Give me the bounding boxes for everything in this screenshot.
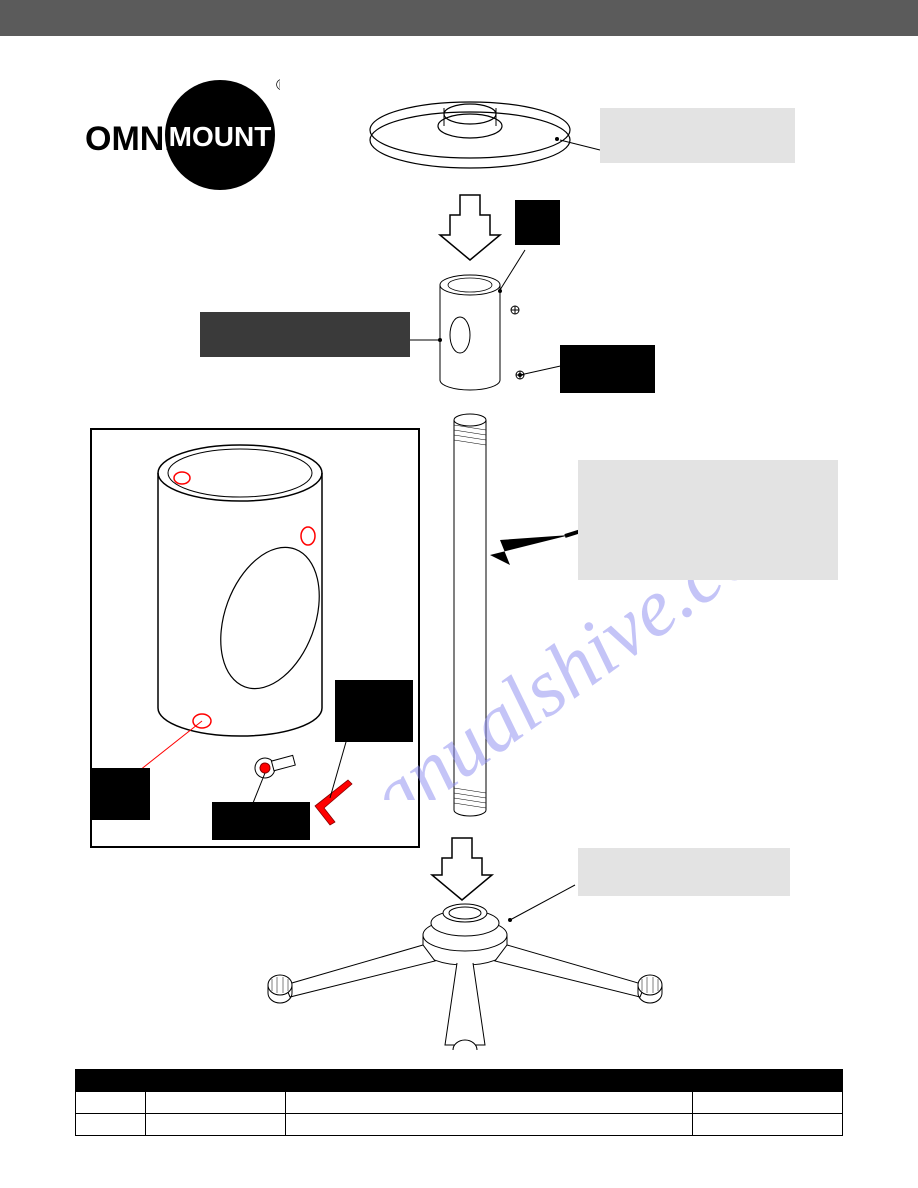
table-header-row (76, 1070, 843, 1092)
table-header (76, 1070, 146, 1092)
parts-table (75, 1069, 843, 1136)
table-row (76, 1114, 843, 1136)
label-coupler (200, 312, 410, 357)
table-header (146, 1070, 286, 1092)
table-header (693, 1070, 843, 1092)
label-locking-hole (92, 768, 150, 820)
top-bar (0, 0, 918, 36)
table-header (286, 1070, 693, 1092)
label-locking-screw (212, 802, 310, 840)
label-hex-bolt-top (515, 200, 560, 245)
label-extension-pipe (578, 460, 838, 580)
label-set-screw (560, 345, 655, 393)
label-projector-mount (578, 848, 790, 896)
table-row (76, 1092, 843, 1114)
label-hex-key (335, 680, 413, 742)
label-ceiling-plate (600, 108, 795, 163)
